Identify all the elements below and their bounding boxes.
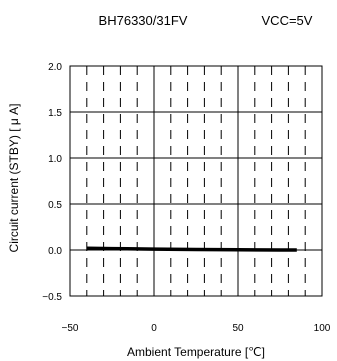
- y-axis-label: Circuit current (STBY) [ μ A]: [7, 104, 21, 253]
- x-axis-label: Ambient Temperature [℃]: [127, 345, 265, 359]
- chart-title-condition: VCC=5V: [262, 13, 313, 28]
- y-tick-label-2: 0.5: [48, 200, 62, 211]
- y-tick-label-4: 1.5: [48, 108, 62, 119]
- x-tick-label-3: 100: [314, 323, 331, 334]
- y-tick-label-3: 1.0: [48, 154, 62, 165]
- y-tick-label-0: −0.5: [42, 292, 62, 303]
- x-tick-label-1: 0: [151, 323, 157, 334]
- y-tick-label-1: 0.0: [48, 246, 62, 257]
- y-tick-label-5: 2.0: [48, 62, 62, 73]
- series-line-0: [86, 246, 297, 252]
- chart-title-part-number: BH76330/31FV: [99, 13, 188, 28]
- plot-frame: [69, 65, 323, 297]
- plot-area: −0.5 0.0 0.5 1.0 1.5 2.0 −50 0 50 100: [42, 62, 331, 334]
- x-tick-label-2: 50: [232, 323, 244, 334]
- x-tick-label-0: −50: [62, 323, 79, 334]
